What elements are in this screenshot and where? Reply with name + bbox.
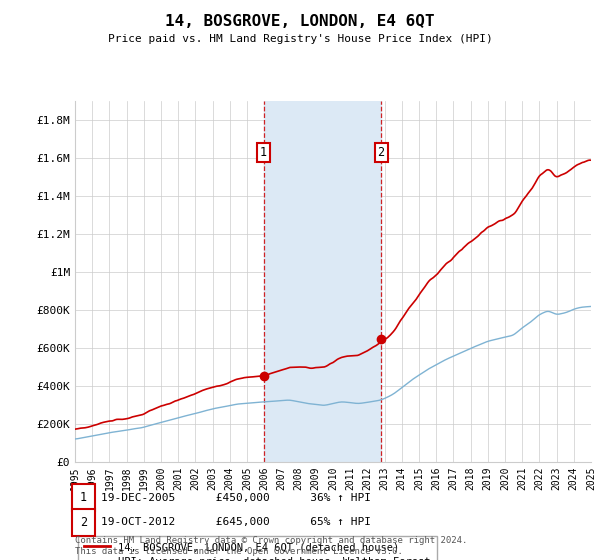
Legend: 14, BOSGROVE, LONDON, E4 6QT (detached house), HPI: Average price, detached hous: 14, BOSGROVE, LONDON, E4 6QT (detached h…: [77, 536, 437, 560]
Text: 1: 1: [260, 146, 267, 158]
Text: 19-DEC-2005      £450,000      36% ↑ HPI: 19-DEC-2005 £450,000 36% ↑ HPI: [101, 493, 371, 503]
Text: Price paid vs. HM Land Registry's House Price Index (HPI): Price paid vs. HM Land Registry's House …: [107, 34, 493, 44]
FancyBboxPatch shape: [72, 484, 95, 511]
Text: Contains HM Land Registry data © Crown copyright and database right 2024.
This d: Contains HM Land Registry data © Crown c…: [75, 536, 467, 556]
Text: 19-OCT-2012      £645,000      65% ↑ HPI: 19-OCT-2012 £645,000 65% ↑ HPI: [101, 517, 371, 528]
Text: 2: 2: [80, 516, 87, 529]
Bar: [263, 101, 381, 462]
Text: 2: 2: [377, 146, 385, 158]
Text: 14, BOSGROVE, LONDON, E4 6QT: 14, BOSGROVE, LONDON, E4 6QT: [165, 14, 435, 29]
Text: 1: 1: [80, 491, 87, 505]
FancyBboxPatch shape: [72, 509, 95, 536]
